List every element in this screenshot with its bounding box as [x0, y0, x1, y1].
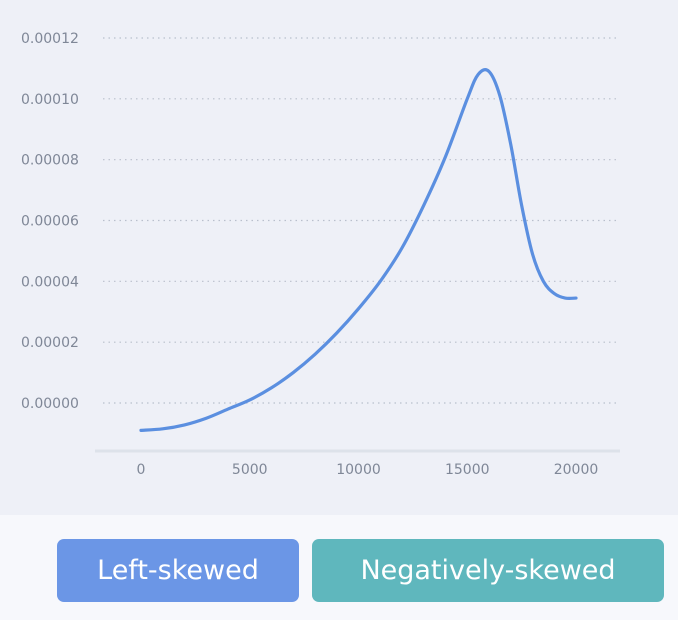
negatively-skewed-button[interactable]: Negatively-skewed	[312, 539, 664, 602]
y-tick-label: 0.00012	[21, 31, 79, 47]
x-tick-label: 0	[137, 462, 146, 478]
y-tick-label: 0.00004	[21, 274, 79, 290]
x-tick-label: 15000	[445, 462, 490, 478]
left-skewed-button[interactable]: Left-skewed	[57, 539, 299, 602]
density-curve	[139, 68, 578, 432]
x-tick-label: 20000	[554, 462, 599, 478]
y-tick-label: 0.00000	[21, 396, 79, 412]
y-tick-label: 0.00002	[21, 335, 79, 351]
x-tick-label: 10000	[336, 462, 381, 478]
y-tick-label: 0.00006	[21, 214, 79, 230]
answer-row: Left-skewed Negatively-skewed	[0, 515, 678, 620]
x-tick-label: 5000	[232, 462, 268, 478]
y-tick-label: 0.00008	[21, 153, 79, 169]
chart-panel: 0.00000 0.00002 0.00004 0.00006 0.00008 0.000…	[21, 31, 620, 478]
y-tick-label: 0.00010	[21, 92, 79, 108]
density-chart: 0.00000 0.00002 0.00004 0.00006 0.00008 0.000…	[21, 31, 620, 478]
